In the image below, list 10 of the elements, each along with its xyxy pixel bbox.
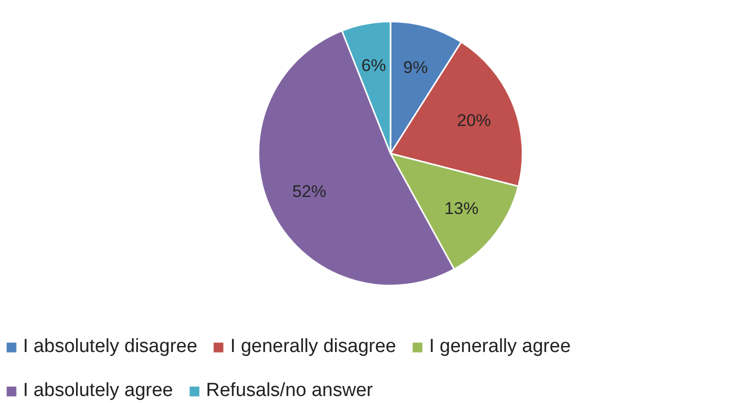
- legend-label: I generally agree: [429, 336, 571, 358]
- data-label: 6%: [361, 56, 386, 75]
- legend-label: I absolutely agree: [23, 380, 173, 402]
- legend-label: Refusals/no answer: [206, 380, 373, 402]
- data-label: 13%: [444, 199, 478, 218]
- legend-label: I absolutely disagree: [23, 336, 198, 358]
- data-label: 9%: [403, 58, 428, 77]
- data-label: 52%: [292, 182, 326, 202]
- legend-label: I generally disagree: [230, 336, 396, 358]
- data-label: 20%: [456, 110, 491, 130]
